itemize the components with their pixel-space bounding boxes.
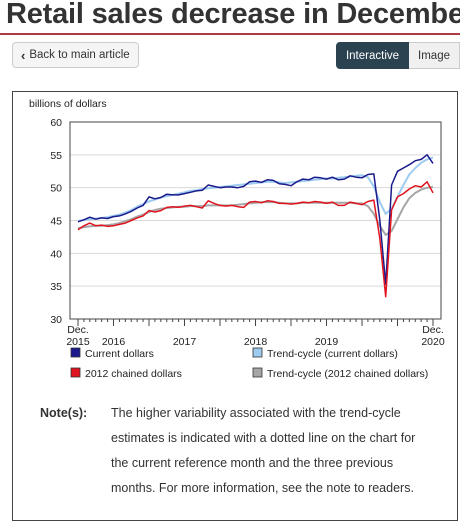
- x-tick-label: Dec.: [422, 324, 444, 336]
- legend-swatch: [70, 367, 81, 378]
- legend-label: Current dollars: [85, 348, 154, 360]
- legend-label: 2012 chained dollars: [85, 368, 182, 380]
- y-tick-label: 55: [50, 150, 62, 162]
- page-title: Retail sales decrease in December: [6, 0, 460, 30]
- x-tick-label: 2017: [173, 336, 197, 348]
- tab-interactive[interactable]: Interactive: [335, 42, 410, 69]
- x-tick-label: Dec.: [67, 324, 89, 336]
- x-tick-sublabel: 2015: [66, 336, 90, 348]
- y-tick-label: 60: [50, 117, 62, 129]
- legend-swatch: [252, 367, 263, 378]
- back-to-main-article-button[interactable]: ‹ Back to main article: [12, 42, 139, 68]
- legend-label: Trend-cycle (2012 chained dollars): [267, 368, 428, 380]
- legend-swatch: [70, 347, 81, 358]
- y-axis-label: billions of dollars: [29, 98, 107, 110]
- chevron-left-icon: ‹: [21, 47, 26, 63]
- title-rule: [0, 33, 460, 35]
- y-tick-label: 35: [50, 281, 62, 293]
- legend-swatch: [252, 347, 263, 358]
- x-tick-label: 2019: [315, 336, 339, 348]
- y-tick-label: 45: [50, 216, 62, 228]
- notes-label: Note(s):: [40, 406, 88, 420]
- series-line-current-dollars: [77, 154, 434, 285]
- x-tick-label: 2018: [244, 336, 268, 348]
- series-line-chained-dollars: [77, 181, 434, 298]
- line-chart: billions of dollars30354045505560Dec.201…: [29, 98, 445, 380]
- x-tick-sublabel: 2020: [421, 336, 445, 348]
- tab-image[interactable]: Image: [409, 42, 460, 69]
- legend-label: Trend-cycle (current dollars): [267, 348, 398, 360]
- back-button-label: Back to main article: [29, 49, 130, 61]
- chart-panel: billions of dollars 30 35 40 45 50 55 60 Dec. 201…: [12, 91, 458, 521]
- y-tick-label: 50: [50, 183, 62, 195]
- y-tick-label: 40: [50, 248, 62, 260]
- series-line-trend-current: [77, 156, 434, 223]
- x-tick-label: 2016: [102, 336, 126, 348]
- view-tabs: Interactive Image: [335, 42, 460, 69]
- y-tick-label: 30: [50, 314, 62, 326]
- notes-text: The higher variability associated with t…: [111, 406, 416, 495]
- series-line-trend-chained: [77, 186, 434, 236]
